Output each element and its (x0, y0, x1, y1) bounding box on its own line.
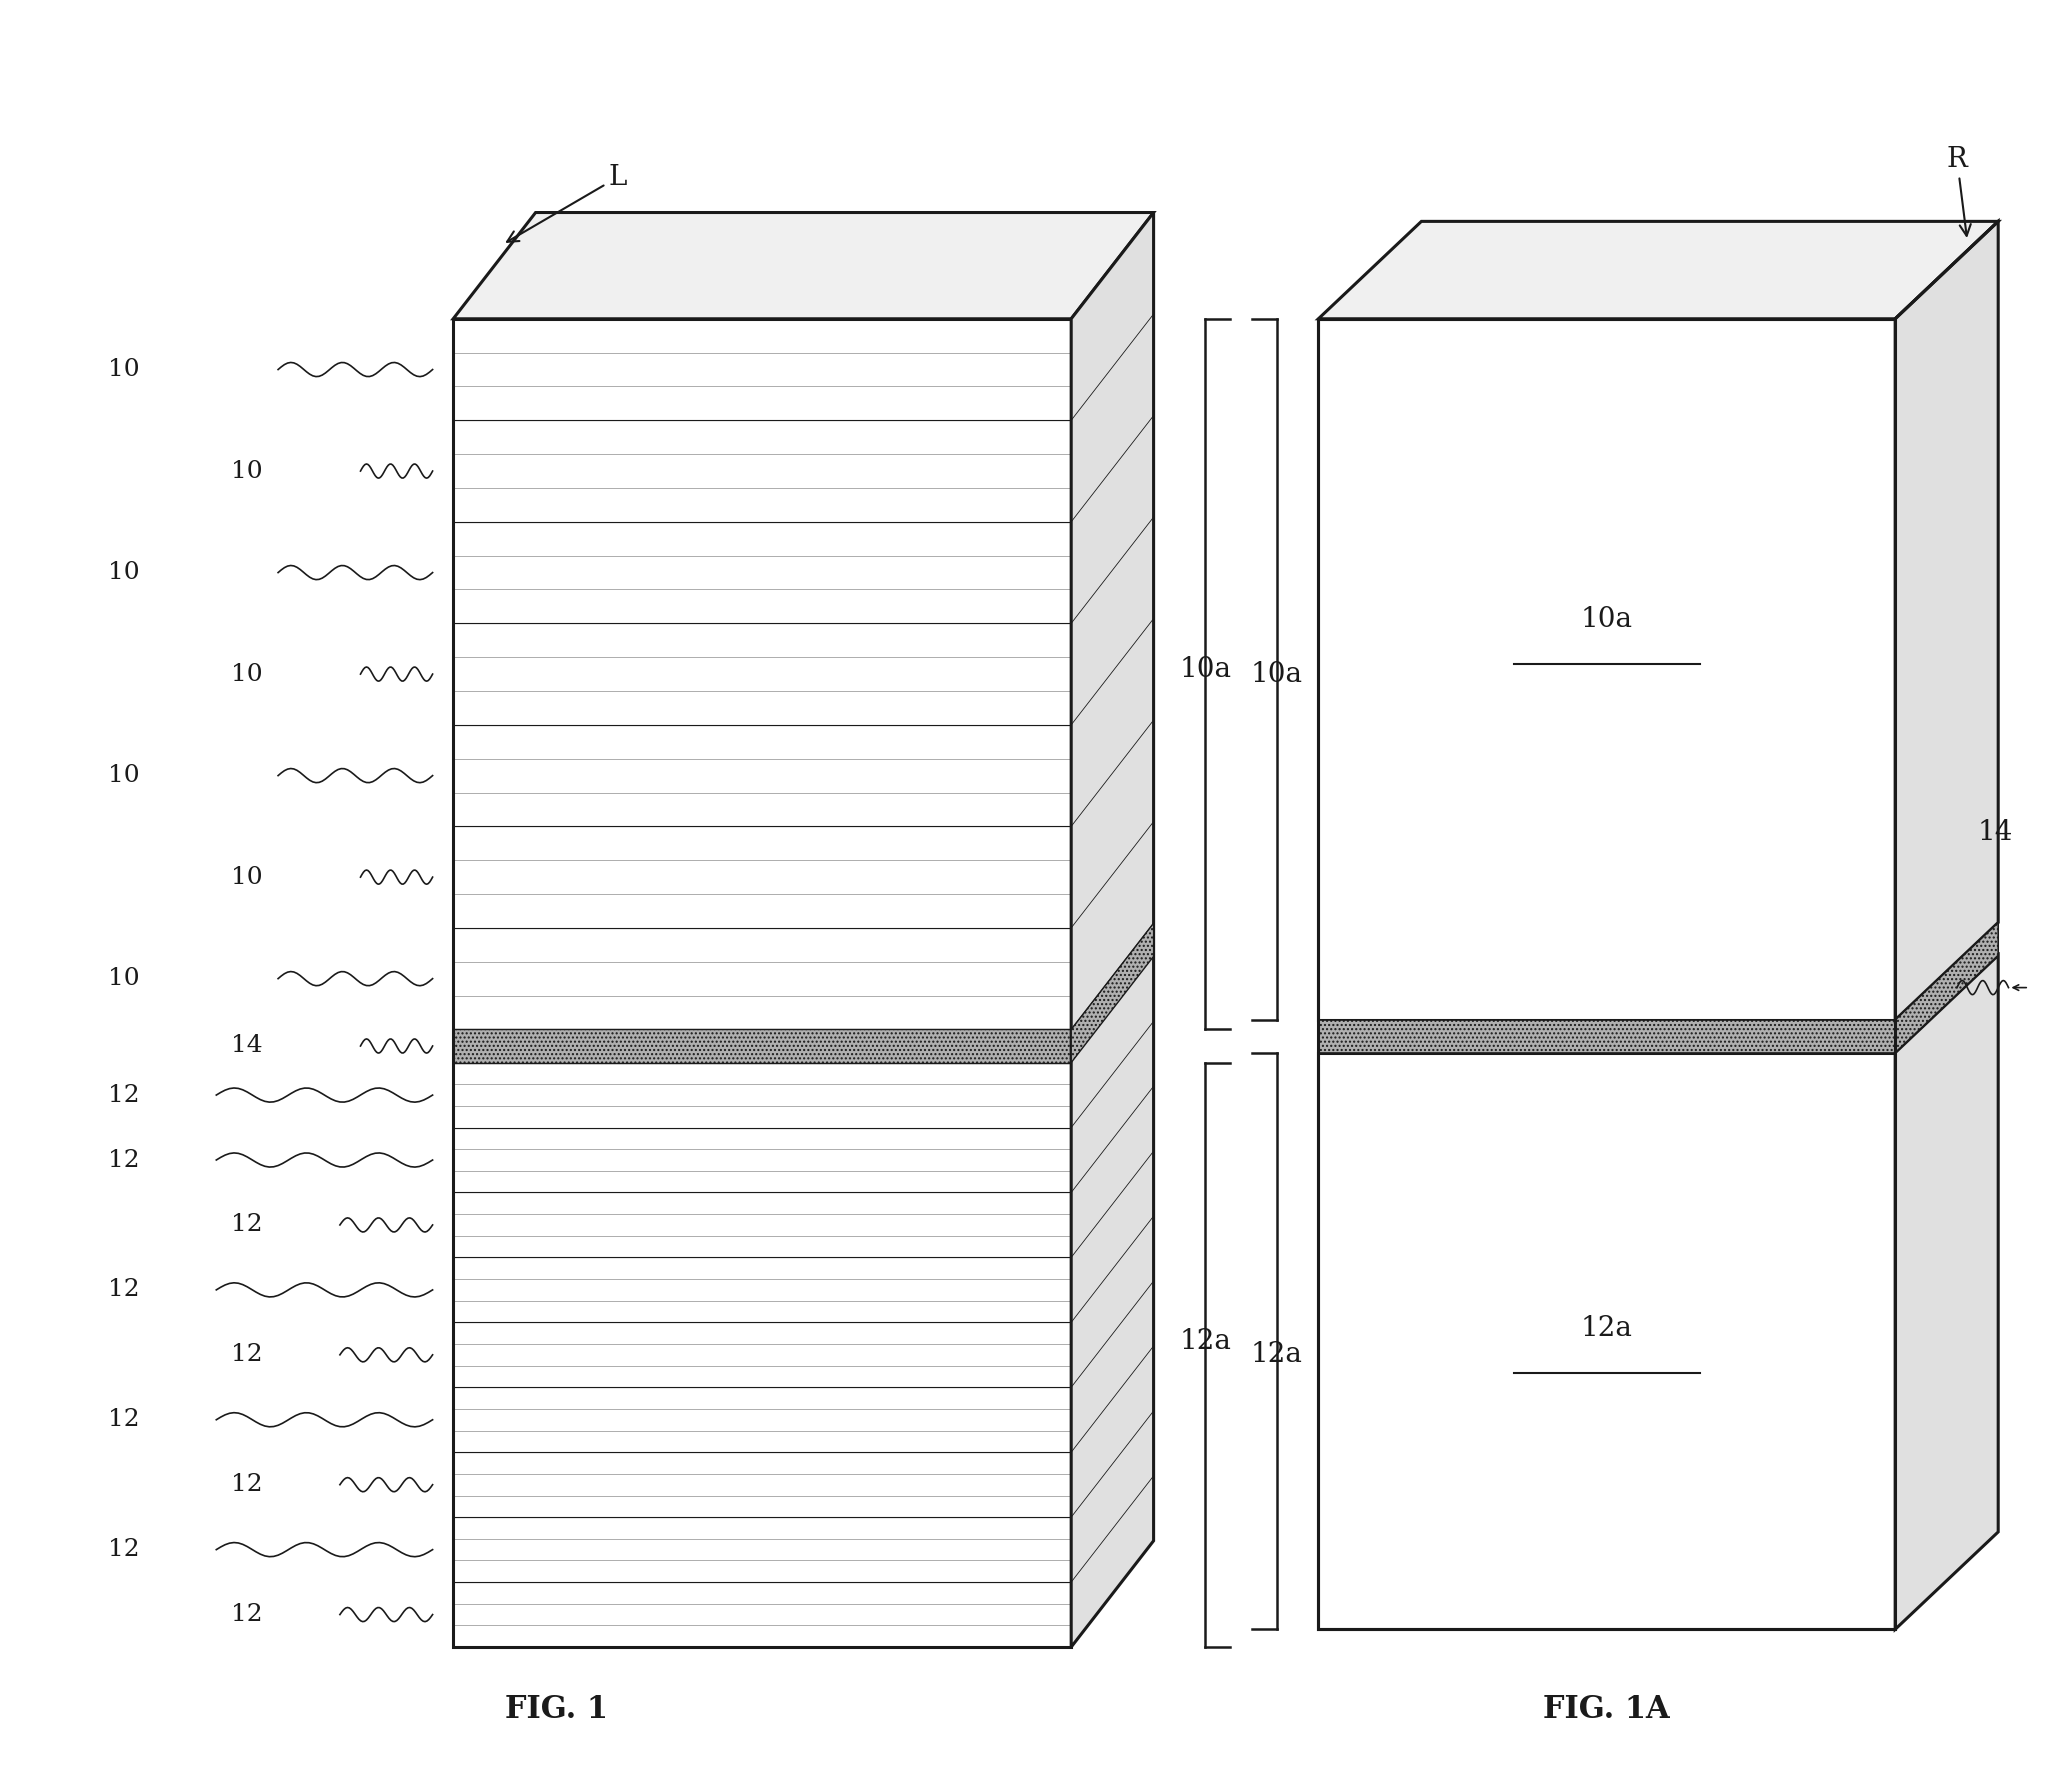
Polygon shape (453, 1128, 1071, 1192)
Text: 12: 12 (107, 1279, 140, 1302)
Polygon shape (453, 213, 1154, 319)
Polygon shape (453, 928, 1071, 1029)
Text: 14: 14 (1978, 818, 2013, 847)
Polygon shape (453, 522, 1071, 623)
Polygon shape (1318, 1052, 1895, 1629)
Text: 12: 12 (107, 1149, 140, 1171)
Text: 12a: 12a (1180, 1328, 1232, 1355)
Polygon shape (1895, 221, 1998, 1020)
Text: 14: 14 (231, 1034, 264, 1057)
Text: 12: 12 (231, 1213, 264, 1236)
Polygon shape (453, 1192, 1071, 1257)
Polygon shape (453, 623, 1071, 724)
Text: 12: 12 (231, 1473, 264, 1496)
Text: 10: 10 (231, 459, 264, 482)
Polygon shape (453, 1257, 1071, 1323)
Text: 12: 12 (231, 1344, 264, 1365)
Text: 10a: 10a (1580, 606, 1634, 634)
Text: 12: 12 (107, 1408, 140, 1431)
Text: 12: 12 (231, 1603, 264, 1626)
Polygon shape (453, 827, 1071, 928)
Polygon shape (453, 1452, 1071, 1518)
Text: FIG. 1: FIG. 1 (505, 1693, 608, 1725)
Text: FIG. 1A: FIG. 1A (1543, 1693, 1671, 1725)
Polygon shape (1318, 1020, 1895, 1052)
Polygon shape (453, 1518, 1071, 1582)
Polygon shape (453, 1387, 1071, 1452)
Text: 12a: 12a (1580, 1314, 1634, 1342)
Polygon shape (1071, 213, 1154, 1647)
Text: 10: 10 (107, 561, 140, 584)
Polygon shape (453, 724, 1071, 827)
Text: 12: 12 (107, 1084, 140, 1107)
Text: 10: 10 (107, 967, 140, 990)
Polygon shape (453, 1323, 1071, 1387)
Polygon shape (453, 1063, 1071, 1128)
Text: 12a: 12a (1250, 1341, 1302, 1369)
Text: 10: 10 (231, 662, 264, 685)
Text: R: R (1947, 145, 1971, 236)
Polygon shape (453, 319, 1071, 420)
Polygon shape (1071, 923, 1154, 1063)
Text: L: L (507, 163, 626, 243)
Polygon shape (1895, 923, 1998, 1052)
Text: 10a: 10a (1180, 655, 1232, 684)
Polygon shape (1318, 319, 1895, 1020)
Polygon shape (453, 420, 1071, 522)
Text: 10: 10 (107, 358, 140, 381)
Polygon shape (1895, 955, 1998, 1629)
Polygon shape (453, 1582, 1071, 1647)
Polygon shape (453, 1029, 1071, 1063)
Polygon shape (1318, 221, 1998, 319)
Text: 12: 12 (107, 1539, 140, 1560)
Text: 10: 10 (231, 866, 264, 889)
Text: 10: 10 (107, 763, 140, 786)
Text: 10a: 10a (1250, 661, 1302, 687)
